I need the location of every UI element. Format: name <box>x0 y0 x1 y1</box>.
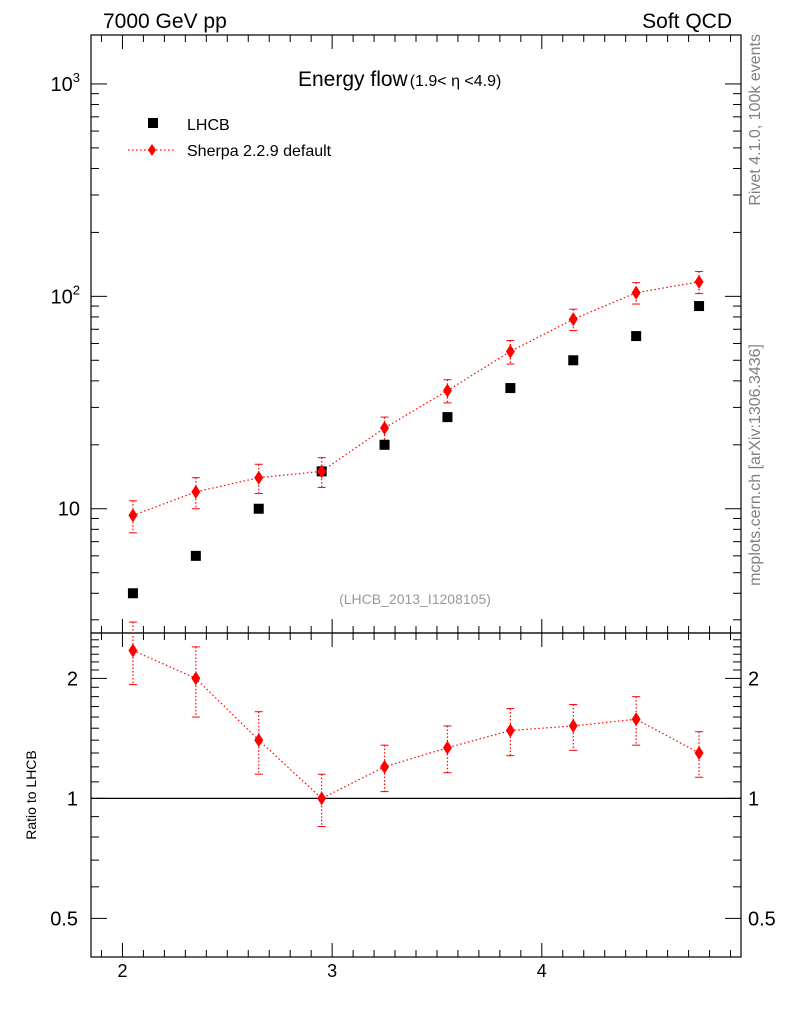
x-tick-label: 4 <box>537 961 547 981</box>
data-marks <box>91 270 741 828</box>
y-tick-label-exponent: 3 <box>73 70 80 85</box>
ratio-data-point <box>631 712 641 727</box>
lhcb-data-point <box>568 355 579 366</box>
ratio-y-tick-label-left: 1 <box>67 788 78 810</box>
ratio-y-tick-label-left: 2 <box>67 668 78 690</box>
lhcb-data-point <box>631 331 642 342</box>
lhcb-data-point <box>442 412 453 423</box>
mc-data-point <box>442 383 452 398</box>
y-tick-label-exponent: 2 <box>73 282 80 297</box>
lhcb-data-point <box>127 588 138 599</box>
lhcb-data-point <box>505 383 516 394</box>
y-tick-label-base: 10 <box>51 74 73 96</box>
ratio-data-point <box>317 791 327 806</box>
mc-data-point <box>380 420 390 435</box>
lhcb-data-point <box>190 550 201 561</box>
ratio-series-line <box>132 649 700 800</box>
ratio-y-tick-label-left: 0.5 <box>50 908 78 930</box>
mc-data-point <box>191 484 201 499</box>
ratio-y-tick-label-right: 1 <box>748 788 759 810</box>
ratio-data-point <box>505 723 515 738</box>
x-tick-label: 2 <box>117 961 127 981</box>
header-category-label: Soft QCD <box>642 10 732 33</box>
legend-lhcb-label: LHCB <box>187 117 230 134</box>
analysis-label: (LHCB_2013_I1208105) <box>339 591 491 607</box>
rivet-version-label: Rivet 4.1.0, 100k events <box>747 34 764 206</box>
ratio-data-point <box>694 745 704 760</box>
ratio-data-point <box>442 740 452 755</box>
mc-data-point <box>128 508 138 523</box>
ratio-data-point <box>380 759 390 774</box>
lhcb-data-point <box>694 301 705 312</box>
ratio-data-point <box>568 718 578 733</box>
ratio-y-tick-label-right: 0.5 <box>748 908 776 930</box>
mc-data-point <box>505 344 515 359</box>
legend-sherpa-marker <box>148 144 156 156</box>
ratio-data-point <box>128 643 138 658</box>
ratio-y-tick-label-right: 2 <box>748 668 759 690</box>
legend: LHCB Sherpa 2.2.9 default <box>128 117 332 160</box>
legend-lhcb-marker <box>148 118 158 128</box>
axis-ticks <box>91 35 741 958</box>
mc-data-point <box>694 274 704 289</box>
mc-data-point <box>568 312 578 327</box>
y-tick-label-base: 10 <box>51 286 73 308</box>
lhcb-data-point <box>253 503 264 514</box>
legend-sherpa-label: Sherpa 2.2.9 default <box>187 143 332 160</box>
mc-series-line <box>132 281 700 516</box>
ratio-axis-label: Ratio to LHCB <box>23 750 39 839</box>
mc-data-point <box>317 464 327 479</box>
ratio-panel-frame <box>90 632 742 958</box>
header-energy-label: 7000 GeV pp <box>103 10 227 33</box>
mc-data-point <box>254 470 264 485</box>
mcplots-label: mcplots.cern.ch [arXiv:1306.3436] <box>747 344 764 586</box>
x-tick-label: 3 <box>327 961 337 981</box>
chart-title-main: Energy flow <box>298 68 409 91</box>
y-tick-label-base: 10 <box>58 499 80 521</box>
ratio-data-point <box>254 733 264 748</box>
chart-title: Energy flow (1.9< η <4.9) <box>298 68 501 91</box>
lhcb-data-point <box>379 439 390 450</box>
y-tick-label: 103 <box>51 70 80 96</box>
chart-title-range: (1.9< η <4.9) <box>410 73 502 90</box>
mc-data-point <box>631 285 641 300</box>
y-tick-label: 10 <box>58 499 80 521</box>
ratio-data-point <box>191 671 201 686</box>
y-tick-label: 102 <box>51 282 80 308</box>
